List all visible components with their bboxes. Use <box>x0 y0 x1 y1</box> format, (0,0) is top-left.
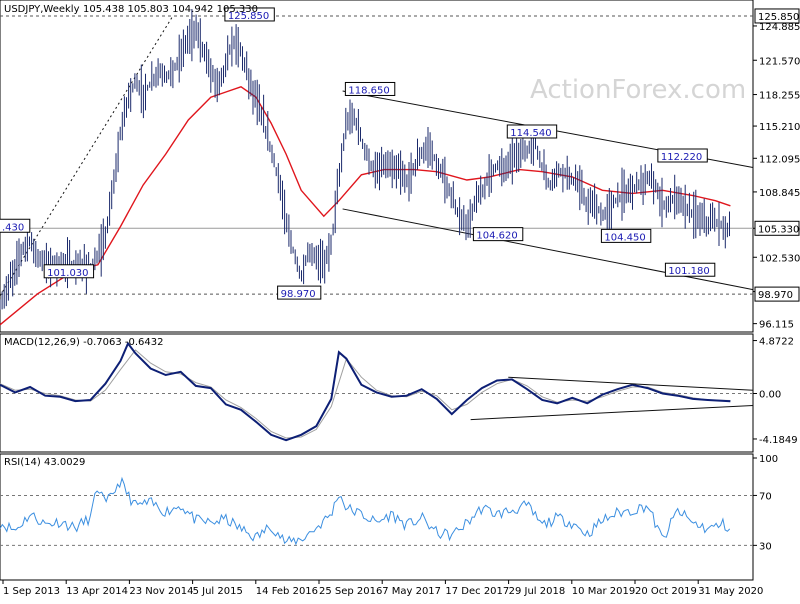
annotation-label-5: 104.450 <box>604 232 645 243</box>
level-price-label-1: 98.970 <box>758 290 793 301</box>
price-tick-3: 115.210 <box>759 122 800 133</box>
price-tick-5: 108.845 <box>759 188 800 199</box>
price-series-layer: 125.850 118.650 114.540 112.220 104.620 104.4… <box>0 7 754 326</box>
macd-series-layer <box>0 341 754 442</box>
annotation-label-9: .430 <box>2 222 24 233</box>
annotation-label-7: 98.970 <box>281 289 316 300</box>
price-tick-7: 102.530 <box>759 253 800 264</box>
macd-trendline-0 <box>508 376 754 391</box>
price-bars <box>0 9 730 310</box>
rsi-series-layer <box>0 476 753 546</box>
price-header-symbol: USDJPY,Weekly <box>4 4 80 15</box>
price-panel-frame <box>0 0 754 333</box>
rsi-tick-1: 70 <box>759 491 772 502</box>
x-tick-2: 23 Nov 2014 <box>129 586 193 597</box>
macd-header: MACD(12,26,9) -0.7063 -0.6432 <box>4 337 164 348</box>
annotation-box-9 <box>0 218 31 233</box>
price-tick-0: 124.885 <box>759 22 800 33</box>
level-price-label-2: 105.330 <box>758 224 799 235</box>
price-header-ohlc: 105.438 105.803 104.942 105.330 <box>83 4 258 15</box>
annotation-box-8 <box>43 264 95 279</box>
x-tick-3: 5 Jul 2015 <box>193 586 243 597</box>
moving-average-line <box>0 86 731 326</box>
price-trendline-1 <box>342 208 754 291</box>
level-price-box-2 <box>754 220 800 236</box>
annotation-label-6: 101.180 <box>668 266 709 277</box>
annotation-label-3: 112.220 <box>661 152 702 163</box>
x-tick-0: 1 Sep 2013 <box>3 586 60 597</box>
annotation-label-1: 118.650 <box>348 85 389 96</box>
x-tick-9: 10 Mar 2019 <box>572 586 635 597</box>
rsi-tick-2: 30 <box>759 541 772 552</box>
x-tick-4: 14 Feb 2016 <box>256 586 318 597</box>
level-price-label-0: 125.850 <box>758 12 799 23</box>
x-tick-1: 13 Apr 2014 <box>66 586 128 597</box>
axis-layer: 124.885 121.570 118.255 115.210 112.095 108.8… <box>2 8 800 597</box>
x-tick-5: 25 Sep 2016 <box>319 586 382 597</box>
price-bar-strokes <box>0 9 730 310</box>
macd-signal-line <box>0 349 731 439</box>
macd-line <box>0 341 731 442</box>
annotation-label-0: 125.850 <box>228 11 269 22</box>
annotation-box-3 <box>657 148 708 163</box>
x-tick-8: 29 Jul 2018 <box>509 586 566 597</box>
level-price-box-0 <box>754 8 800 24</box>
rsi-tick-0: 100 <box>759 454 778 465</box>
macd-tick-0: 4.8722 <box>759 337 794 348</box>
price-tick-1: 121.570 <box>759 56 800 67</box>
x-tick-7: 17 Dec 2017 <box>445 586 509 597</box>
price-tick-9: 96.115 <box>759 320 794 331</box>
annotation-box-5 <box>600 228 652 243</box>
annotation-box-2 <box>506 124 558 139</box>
rsi-header: RSI(14) 43.0029 <box>4 457 85 468</box>
macd-tick-1: 0.00 <box>759 390 781 401</box>
price-trendline-2 <box>0 15 174 297</box>
annotation-box-4 <box>472 227 524 242</box>
annotation-box-6 <box>664 262 716 277</box>
price-tick-4: 112.095 <box>759 154 800 165</box>
rsi-panel-frame <box>0 453 754 581</box>
annotation-label-2: 114.540 <box>510 128 551 139</box>
level-price-box-1 <box>754 286 800 302</box>
annotation-box-1 <box>344 81 396 96</box>
macd-trendline-1 <box>470 404 754 421</box>
watermark: ActionForex.com <box>530 75 746 105</box>
annotation-label-4: 104.620 <box>476 231 517 242</box>
macd-tick-2: -4.1849 <box>759 435 798 446</box>
annotation-label-8: 101.030 <box>47 268 88 279</box>
x-tick-10: 20 Oct 2019 <box>635 586 697 597</box>
price-tick-2: 118.255 <box>759 91 800 102</box>
annotation-box-7 <box>277 285 322 300</box>
annotation-box-0 <box>224 7 275 22</box>
x-tick-6: 7 May 2017 <box>382 586 441 597</box>
rsi-line <box>0 476 731 546</box>
x-tick-11: 31 May 2020 <box>698 586 763 597</box>
